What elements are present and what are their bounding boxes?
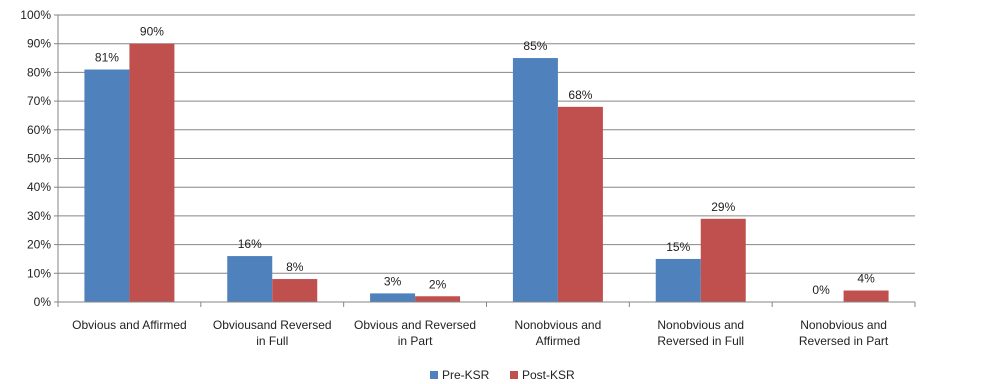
- data-label: 4%: [857, 272, 875, 286]
- data-label: 8%: [286, 260, 304, 274]
- bar: [129, 43, 175, 302]
- data-label: 81%: [95, 51, 119, 65]
- y-tick-label: 30%: [27, 209, 51, 223]
- y-tick-label: 60%: [27, 123, 51, 137]
- category-label: Nonobvious and: [515, 318, 602, 332]
- category-label: Affirmed: [536, 334, 580, 348]
- bar: [370, 293, 416, 302]
- legend-label: Pre-KSR: [442, 368, 490, 382]
- bar: [272, 279, 318, 302]
- data-label: 2%: [429, 277, 447, 291]
- bars: [84, 43, 889, 302]
- legend-swatch: [510, 371, 518, 379]
- y-tick-label: 80%: [27, 65, 51, 79]
- legend: Pre-KSR Post-KSR: [430, 368, 575, 382]
- x-axis: Obvious and Affirmed Obviousand Reversed i…: [57, 301, 916, 348]
- category-label: Nonobvious and: [657, 318, 744, 332]
- category-label: Nonobvious and: [800, 318, 887, 332]
- y-tick-label: 90%: [27, 37, 51, 51]
- bar: [557, 106, 603, 302]
- bar: [655, 258, 701, 302]
- category-label: in Full: [256, 334, 288, 348]
- bar: [512, 58, 558, 302]
- y-axis: 0% 10% 20% 30% 40% 50% 60% 70% 80% 90% 100%: [20, 8, 59, 309]
- category-label: Reversed in Part: [799, 334, 889, 348]
- bar: [227, 256, 273, 302]
- data-label: 68%: [568, 88, 592, 102]
- category-label: Reversed in Full: [657, 334, 744, 348]
- gridlines: [58, 14, 915, 303]
- y-tick-label: 0%: [34, 295, 52, 309]
- category-label: Obviousand Reversed: [213, 318, 332, 332]
- data-label: 16%: [238, 237, 262, 251]
- bar: [84, 69, 130, 302]
- data-label: 15%: [666, 240, 690, 254]
- bar: [415, 296, 461, 302]
- category-label: Obvious and Reversed: [354, 318, 476, 332]
- data-label: 0%: [812, 283, 830, 297]
- data-label: 3%: [384, 274, 402, 288]
- bar: [700, 218, 746, 302]
- data-label: 29%: [711, 200, 735, 214]
- category-label: in Part: [398, 334, 433, 348]
- y-tick-label: 20%: [27, 238, 51, 252]
- legend-swatch: [430, 371, 438, 379]
- y-tick-label: 10%: [27, 266, 51, 280]
- y-tick-label: 100%: [20, 8, 51, 22]
- y-tick-label: 50%: [27, 152, 51, 166]
- data-label: 90%: [140, 25, 164, 39]
- y-tick-label: 70%: [27, 94, 51, 108]
- data-labels: 81% 90% 16% 8% 3% 2% 85% 68% 15% 29% 0% 4%: [95, 25, 875, 297]
- bar: [843, 290, 889, 302]
- legend-label: Post-KSR: [522, 368, 575, 382]
- data-label: 85%: [523, 39, 547, 53]
- y-tick-label: 40%: [27, 180, 51, 194]
- category-label: Obvious and Affirmed: [72, 318, 187, 332]
